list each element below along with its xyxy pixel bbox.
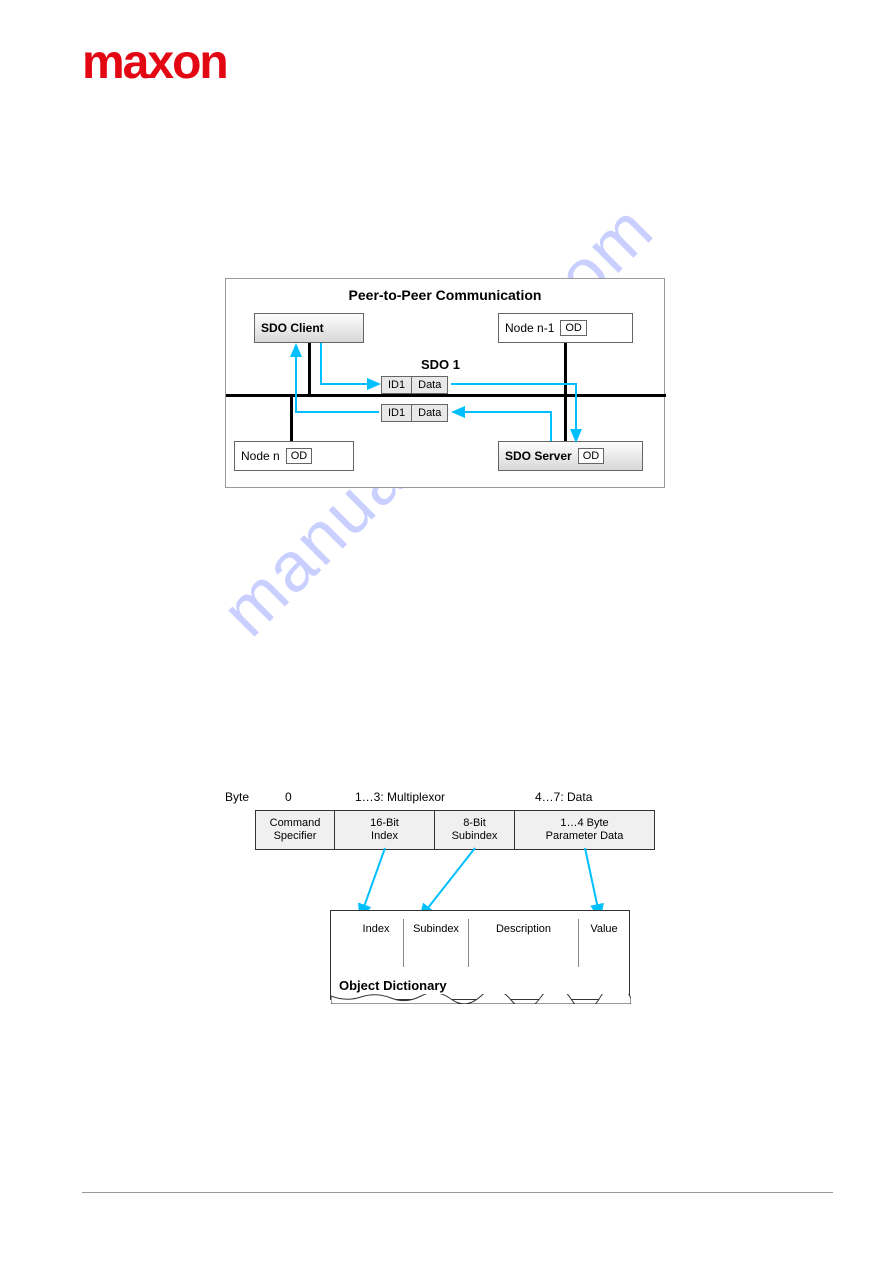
od-title: Object Dictionary	[339, 978, 447, 993]
sdo-client-label: SDO Client	[261, 321, 324, 335]
packet-top: ID1 Data	[381, 376, 448, 394]
frame-cell-paramdata: 1…4 ByteParameter Data	[515, 810, 655, 850]
packet-top-data: Data	[412, 376, 448, 394]
node-n-box: Node n OD	[234, 441, 354, 471]
od-sep1	[403, 939, 404, 967]
node-n1-box: Node n-1 OD	[498, 313, 633, 343]
node-n1-od: OD	[560, 320, 587, 336]
node-n1-label: Node n-1	[505, 321, 554, 335]
node-n-label: Node n	[241, 449, 280, 463]
byte-lbl-data: 4…7: Data	[535, 790, 592, 804]
byte-lbl-mux: 1…3: Multiplexor	[355, 790, 445, 804]
od-sep3	[578, 939, 579, 967]
sdo-client-box: SDO Client	[254, 313, 364, 343]
diagram-peer-to-peer: Peer-to-Peer Communication SDO Client No…	[225, 278, 665, 488]
od-col-index: Index	[349, 919, 404, 939]
frame-cell-index: 16-BitIndex	[335, 810, 435, 850]
packet-top-id: ID1	[381, 376, 412, 394]
diagram-object-dictionary: Byte 0 1…3: Multiplexor 4…7: Data Comman…	[225, 790, 665, 1010]
byte-lbl-0: 0	[285, 790, 292, 804]
sdo-server-box: SDO Server OD	[498, 441, 643, 471]
footer-divider	[82, 1192, 833, 1193]
diagram1-title: Peer-to-Peer Communication	[226, 287, 664, 303]
torn-edge	[331, 994, 631, 1004]
od-col-description: Description	[469, 919, 579, 939]
node-n-od: OD	[286, 448, 313, 464]
od-col-value: Value	[579, 919, 629, 939]
packet-bottom-data: Data	[412, 404, 448, 422]
packet-bottom: ID1 Data	[381, 404, 448, 422]
logo: maxon	[82, 35, 227, 90]
od-header-row: Index Subindex Description Value	[349, 919, 629, 939]
stub-client	[308, 343, 311, 394]
stub-n1	[564, 343, 567, 394]
byte-lbl-byte: Byte	[225, 790, 249, 804]
od-col-subindex: Subindex	[404, 919, 469, 939]
sdo1-label: SDO 1	[421, 357, 460, 372]
frame-row: CommandSpecifier 16-BitIndex 8-BitSubind…	[255, 810, 655, 850]
sdo-server-od: OD	[578, 448, 605, 464]
object-dictionary-box: Index Subindex Description Value Object …	[330, 910, 630, 1000]
packet-bottom-id: ID1	[381, 404, 412, 422]
frame-cell-cmd: CommandSpecifier	[255, 810, 335, 850]
sdo-server-label: SDO Server	[505, 449, 572, 463]
frame-cell-subindex: 8-BitSubindex	[435, 810, 515, 850]
od-sep2	[468, 939, 469, 967]
stub-server	[564, 396, 567, 441]
stub-node-n	[290, 396, 293, 441]
